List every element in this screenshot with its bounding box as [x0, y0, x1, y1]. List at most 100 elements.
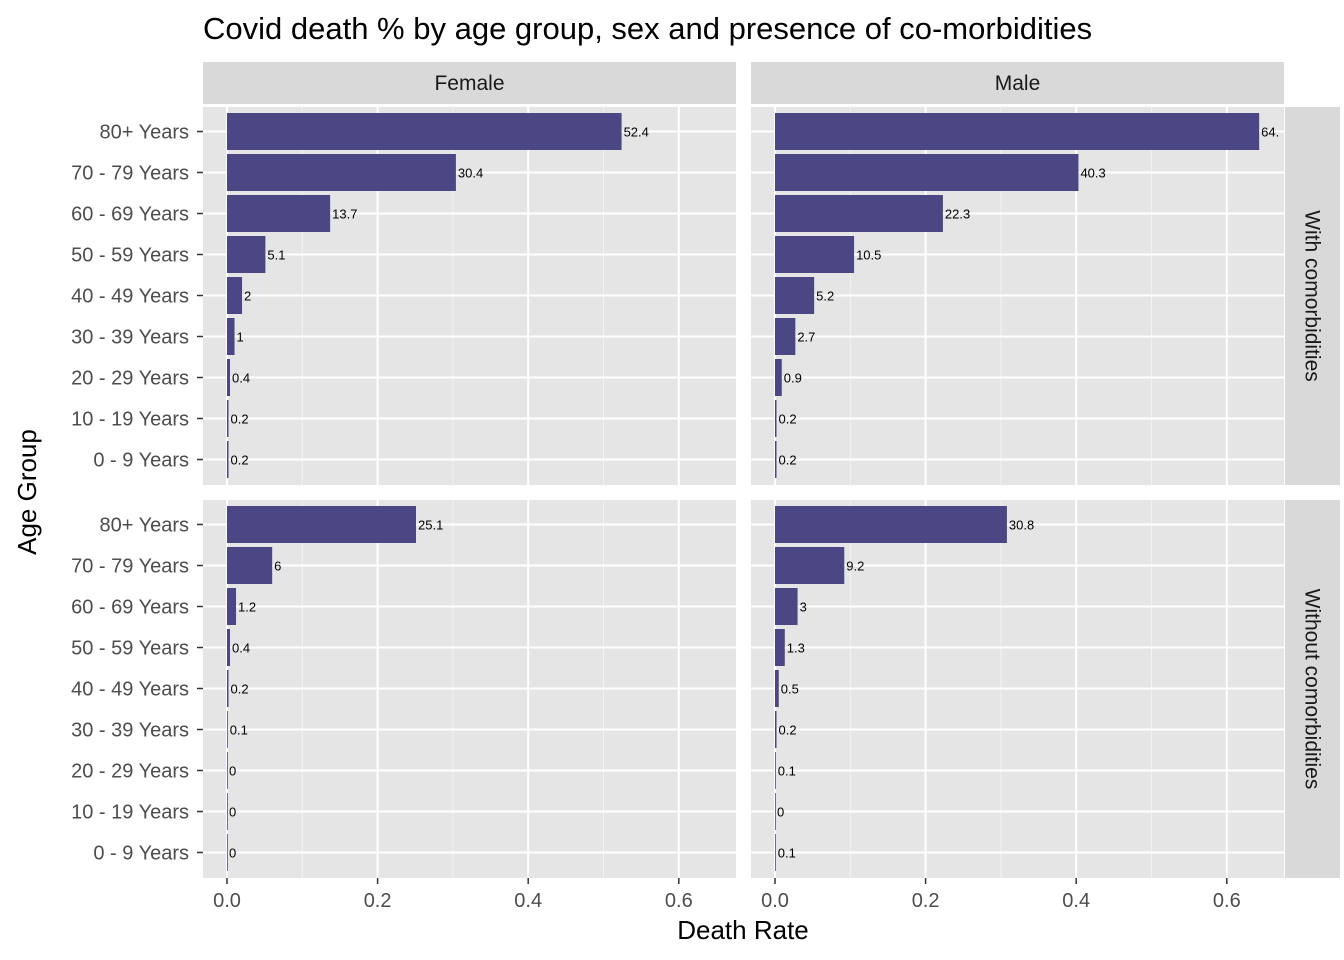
y-tick-label-40-49-years: 40 - 49 Years [71, 286, 189, 308]
x-tick-label-0-2: 0.2 [364, 890, 392, 912]
data-label-80-years: 64. [1261, 125, 1279, 140]
data-label-50-59-years: 1.3 [787, 641, 805, 656]
strip-with-comorbidities [1285, 107, 1340, 485]
data-label-60-69-years: 3 [800, 600, 807, 615]
bar-60-69-years [775, 588, 798, 625]
data-label-30-39-years: 0.1 [230, 723, 248, 738]
y-tick-label-70-79-years: 70 - 79 Years [71, 163, 189, 185]
bar-60-69-years [775, 195, 943, 232]
bar-70-79-years [227, 547, 273, 584]
bar-0-9-years [775, 834, 776, 871]
data-label-0-9-years: 0.1 [778, 846, 796, 861]
panel-female-with-comorbidities: 52.4 30.4 13.7 5.1 2 1 0.4 0.2 0.2 [203, 107, 736, 485]
data-label-50-59-years: 10.5 [856, 248, 881, 263]
y-tick-label-70-79-years: 70 - 79 Years [71, 556, 189, 578]
bar-40-49-years [775, 670, 779, 707]
data-label-60-69-years: 1.2 [238, 600, 256, 615]
data-label-0-9-years: 0 [229, 846, 236, 861]
y-tick-label-80-years: 80+ Years [99, 122, 189, 144]
y-tick-label-0-9-years: 0 - 9 Years [93, 843, 189, 865]
bar-80-years [227, 506, 417, 543]
x-axis-title: Death Rate [677, 915, 809, 945]
bar-30-39-years [775, 711, 777, 748]
panel-male-with-comorbidities: 64. 40.3 22.3 10.5 5.2 2.7 0.9 0.2 0.2 [751, 107, 1284, 485]
y-tick-label-30-39-years: 30 - 39 Years [71, 327, 189, 349]
plot-area: Female Male With comorbidities Without como… [71, 62, 1340, 912]
bar-20-29-years [227, 359, 231, 396]
data-label-30-39-years: 0.2 [779, 723, 797, 738]
panel-male-without-comorbidities: 30.8 9.2 3 1.3 0.5 0.2 0.1 0 0.1 [751, 500, 1284, 878]
data-label-20-29-years: 0 [229, 764, 236, 779]
data-label-40-49-years: 2 [244, 289, 251, 304]
data-label-10-19-years: 0 [229, 805, 236, 820]
data-label-60-69-years: 22.3 [945, 207, 970, 222]
strip-female [203, 62, 736, 104]
bar-20-29-years [227, 752, 228, 789]
bar-20-29-years [775, 359, 782, 396]
bar-50-59-years [227, 629, 231, 666]
bar-40-49-years [775, 277, 815, 314]
y-tick-label-20-29-years: 20 - 29 Years [71, 368, 189, 390]
bar-80-years [775, 113, 1260, 150]
strip-without-comorbidities [1285, 500, 1340, 878]
y-tick-label-10-19-years: 10 - 19 Years [71, 802, 189, 824]
bar-20-29-years [775, 752, 776, 789]
x-tick-label-0-4: 0.4 [514, 890, 542, 912]
y-tick-label-10-19-years: 10 - 19 Years [71, 409, 189, 431]
bar-0-9-years [227, 834, 228, 871]
data-label-30-39-years: 2.7 [797, 330, 815, 345]
bar-10-19-years [775, 793, 776, 830]
data-label-60-69-years: 13.7 [332, 207, 357, 222]
y-tick-label-50-59-years: 50 - 59 Years [71, 245, 189, 267]
bar-70-79-years [775, 154, 1079, 191]
bar-50-59-years [775, 629, 785, 666]
bar-60-69-years [227, 195, 331, 232]
data-label-0-9-years: 0.2 [779, 453, 797, 468]
y-tick-label-60-69-years: 60 - 69 Years [71, 204, 189, 226]
data-label-40-49-years: 0.2 [231, 682, 249, 697]
y-tick-label-30-39-years: 30 - 39 Years [71, 720, 189, 742]
bar-0-9-years [775, 441, 777, 478]
strip-label-female: Female [434, 72, 504, 95]
strip-label-with-comorbidities: With comorbidities [1301, 210, 1324, 382]
data-label-10-19-years: 0.2 [231, 412, 249, 427]
bar-30-39-years [227, 318, 235, 355]
strip-male [751, 62, 1284, 104]
y-tick-label-80-years: 80+ Years [99, 515, 189, 537]
y-tick-label-40-49-years: 40 - 49 Years [71, 679, 189, 701]
data-label-30-39-years: 1 [237, 330, 244, 345]
panel-female-without-comorbidities: 25.1 6 1.2 0.4 0.2 0.1 0 0 0 [203, 500, 736, 878]
bar-30-39-years [227, 711, 228, 748]
data-label-40-49-years: 5.2 [816, 289, 834, 304]
data-label-80-years: 52.4 [624, 125, 649, 140]
y-axis-title: Age Group [12, 429, 42, 555]
bar-70-79-years [227, 154, 456, 191]
bar-10-19-years [775, 400, 777, 437]
data-label-70-79-years: 40.3 [1080, 166, 1105, 181]
bar-70-79-years [775, 547, 845, 584]
bar-10-19-years [227, 793, 228, 830]
y-tick-label-50-59-years: 50 - 59 Years [71, 638, 189, 660]
data-label-70-79-years: 6 [274, 559, 281, 574]
bar-10-19-years [227, 400, 229, 437]
x-tick-label-0-6: 0.6 [1213, 890, 1241, 912]
data-label-20-29-years: 0.1 [778, 764, 796, 779]
y-tick-label-20-29-years: 20 - 29 Years [71, 761, 189, 783]
data-label-50-59-years: 5.1 [267, 248, 285, 263]
x-tick-label-0-0: 0.0 [213, 890, 241, 912]
x-tick-label-0-0: 0.0 [761, 890, 789, 912]
x-tick-label-0-6: 0.6 [665, 890, 693, 912]
bar-80-years [227, 113, 622, 150]
data-label-80-years: 30.8 [1009, 518, 1034, 533]
data-label-70-79-years: 30.4 [458, 166, 483, 181]
strip-label-male: Male [995, 72, 1041, 95]
bar-0-9-years [227, 441, 229, 478]
x-tick-label-0-4: 0.4 [1062, 890, 1090, 912]
data-label-10-19-years: 0 [777, 805, 784, 820]
data-label-80-years: 25.1 [418, 518, 443, 533]
bar-50-59-years [227, 236, 266, 273]
bar-30-39-years [775, 318, 796, 355]
data-label-20-29-years: 0.4 [232, 371, 250, 386]
y-tick-label-60-69-years: 60 - 69 Years [71, 597, 189, 619]
data-label-40-49-years: 0.5 [781, 682, 799, 697]
